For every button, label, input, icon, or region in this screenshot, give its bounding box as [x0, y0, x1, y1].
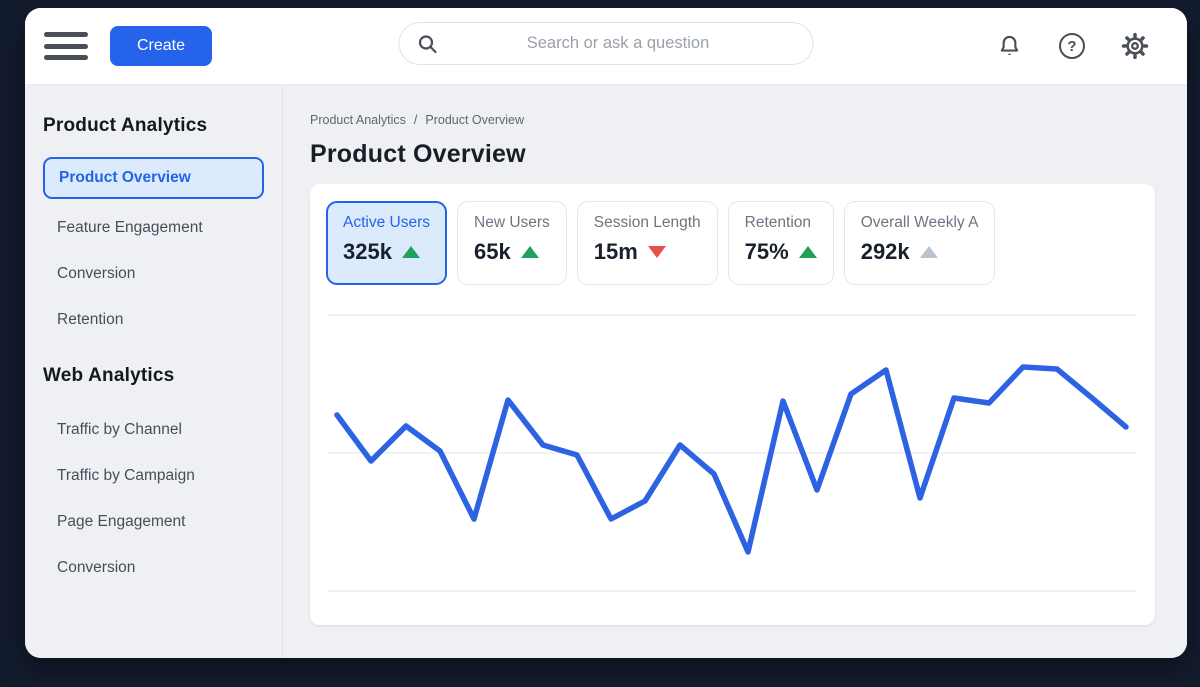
sidebar-item-product-overview[interactable]: Product Overview [43, 157, 264, 199]
sidebar-item-feature-engagement[interactable]: Feature Engagement [57, 219, 203, 236]
metric-card-new-users[interactable]: New Users 65k [457, 201, 567, 285]
line-chart-svg [328, 314, 1137, 592]
sidebar-item-page-engagement[interactable]: Page Engagement [57, 513, 186, 530]
main-content: Product Analytics / Product Overview Pro… [283, 85, 1187, 658]
metric-card-overall-weekly[interactable]: Overall Weekly A 292k [843, 201, 996, 285]
sidebar-item-traffic-by-channel[interactable]: Traffic by Channel [57, 421, 182, 438]
sidebar-heading-product-analytics: Product Analytics [43, 115, 208, 136]
sidebar-item-traffic-by-campaign[interactable]: Traffic by Campaign [57, 467, 195, 484]
trend-up-icon [401, 246, 420, 258]
search-bar[interactable] [398, 22, 814, 65]
metric-card-retention[interactable]: Retention 75% [727, 201, 834, 285]
sidebar-section-product-analytics: Product Analytics Product Overview Featu… [43, 115, 264, 343]
sidebar-item-conversion[interactable]: Conversion [57, 265, 136, 282]
page-title: Product Overview [310, 140, 526, 168]
chart-series-line [334, 364, 1129, 555]
sidebar: Product Analytics Product Overview Featu… [25, 85, 283, 658]
search-icon [416, 32, 440, 56]
help-icon[interactable]: ? [1059, 33, 1085, 59]
metric-cards-row: Active Users 325k New Users 65k [310, 184, 1155, 285]
breadcrumb: Product Analytics / Product Overview [310, 113, 1187, 127]
sidebar-section-web-analytics: Web Analytics Traffic by Channel Traffic… [43, 365, 264, 591]
sidebar-heading-web-analytics: Web Analytics [43, 365, 175, 386]
app-window: Create ? [25, 8, 1187, 658]
trend-up-icon [919, 246, 938, 258]
create-button[interactable]: Create [110, 26, 213, 66]
metric-card-active-users[interactable]: Active Users 325k [326, 201, 447, 285]
trend-up-icon [798, 246, 817, 258]
settings-icon[interactable] [1121, 32, 1149, 60]
menu-icon[interactable] [44, 30, 88, 62]
notifications-icon[interactable] [996, 33, 1023, 60]
overview-panel: Active Users 325k New Users 65k [310, 184, 1155, 625]
trend-up-icon [520, 246, 539, 258]
top-bar: Create ? [25, 8, 1187, 85]
sidebar-item-retention[interactable]: Retention [57, 311, 124, 328]
sidebar-item-conversion-web[interactable]: Conversion [57, 559, 136, 576]
metric-card-session-length[interactable]: Session Length 15m [576, 201, 718, 285]
search-input[interactable] [439, 34, 797, 53]
breadcrumb-product-analytics[interactable]: Product Analytics [310, 113, 406, 127]
breadcrumb-product-overview[interactable]: Product Overview [425, 113, 525, 127]
line-chart [310, 297, 1155, 625]
topbar-actions: ? [996, 32, 1149, 60]
trend-down-icon [647, 246, 666, 258]
breadcrumb-separator: / [413, 113, 418, 127]
